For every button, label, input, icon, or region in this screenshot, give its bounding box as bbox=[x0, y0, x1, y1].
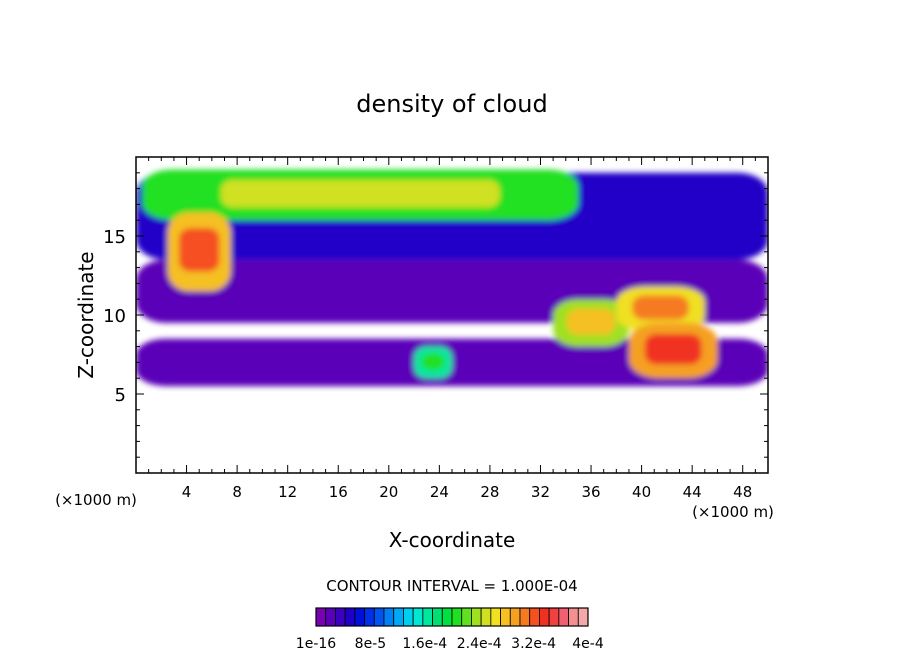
x-tick-label: 20 bbox=[379, 483, 398, 501]
x-tick-label: 24 bbox=[430, 483, 449, 501]
cloud-region-core bbox=[566, 308, 616, 335]
colorbar-label: 1.6e-4 bbox=[402, 636, 447, 652]
cloud-region-core bbox=[220, 179, 500, 208]
colorbar-swatch bbox=[325, 607, 336, 627]
x-axis-ticks: 4 8 12 16 20 24 28 32 36 40 44 48 bbox=[148, 157, 756, 501]
colorbar-label: 2.4e-4 bbox=[457, 636, 502, 652]
colorbar-swatch bbox=[558, 607, 569, 627]
colorbar-swatch bbox=[373, 607, 385, 627]
colorbar-swatch bbox=[480, 607, 492, 627]
x-tick-label: 8 bbox=[232, 483, 242, 501]
colorbar-swatch bbox=[519, 607, 531, 627]
colorbar-swatch bbox=[432, 607, 443, 627]
cloud-region-core bbox=[178, 228, 220, 272]
cloud-region-core bbox=[644, 333, 702, 365]
colorbar bbox=[315, 607, 589, 627]
colorbar-swatch bbox=[422, 607, 433, 627]
x-axis-label: X-coordinate bbox=[389, 528, 516, 552]
y-axis-ticks: 5 10 15 bbox=[103, 172, 768, 458]
colorbar-swatch bbox=[577, 607, 589, 627]
colorbar-swatch bbox=[539, 607, 550, 627]
x-tick-label: 36 bbox=[581, 483, 600, 501]
colorbar-swatch bbox=[529, 607, 540, 627]
x-tick-label: 44 bbox=[683, 483, 702, 501]
colorbar-frame bbox=[315, 607, 589, 627]
colorbar-swatch bbox=[354, 607, 365, 627]
colorbar-label: 3.2e-4 bbox=[511, 636, 556, 652]
x-units-left: (×1000 m) bbox=[55, 491, 137, 509]
x-tick-label: 4 bbox=[182, 483, 192, 501]
colorbar-swatch bbox=[509, 607, 521, 627]
colorbar-swatch bbox=[451, 607, 463, 627]
colorbar-label: 1e-16 bbox=[296, 636, 336, 652]
colorbar-swatch bbox=[383, 607, 395, 627]
y-tick-label: 10 bbox=[103, 306, 126, 327]
x-tick-label: 16 bbox=[329, 483, 348, 501]
colorbar-swatch bbox=[364, 607, 375, 627]
colorbar-labels: 1e-16 8e-5 1.6e-4 2.4e-4 3.2e-4 4e-4 bbox=[296, 636, 604, 652]
y-tick-label: 5 bbox=[115, 385, 126, 406]
cloud-region-core bbox=[632, 295, 689, 320]
cloud-density-field bbox=[136, 169, 768, 387]
chart-title: density of cloud bbox=[356, 90, 547, 118]
colorbar-swatch bbox=[548, 607, 560, 627]
colorbar-swatch bbox=[412, 607, 424, 627]
colorbar-label: 4e-4 bbox=[572, 636, 604, 652]
colorbar-swatch bbox=[315, 607, 327, 627]
y-tick-label: 15 bbox=[103, 227, 126, 248]
x-tick-label: 28 bbox=[480, 483, 499, 501]
colorbar-label: 8e-5 bbox=[355, 636, 386, 652]
colorbar-swatch bbox=[335, 607, 346, 627]
x-tick-label: 32 bbox=[531, 483, 550, 501]
x-tick-label: 40 bbox=[632, 483, 651, 501]
contour-interval-label: CONTOUR INTERVAL = 1.000E-04 bbox=[326, 577, 577, 595]
x-units-right: (×1000 m) bbox=[692, 503, 774, 521]
x-tick-label: 48 bbox=[733, 483, 752, 501]
colorbar-swatch bbox=[471, 607, 482, 627]
colorbar-swatch bbox=[403, 607, 414, 627]
colorbar-swatch bbox=[393, 607, 404, 627]
colorbar-swatch bbox=[344, 607, 356, 627]
x-tick-label: 12 bbox=[278, 483, 297, 501]
colorbar-swatch bbox=[461, 607, 472, 627]
colorbar-swatch bbox=[490, 607, 501, 627]
colorbar-swatch bbox=[441, 607, 453, 627]
colorbar-swatch bbox=[500, 607, 511, 627]
cloud-region-core bbox=[420, 352, 446, 371]
colorbar-swatch bbox=[568, 607, 579, 627]
y-axis-label: Z-coordinate bbox=[74, 251, 98, 378]
